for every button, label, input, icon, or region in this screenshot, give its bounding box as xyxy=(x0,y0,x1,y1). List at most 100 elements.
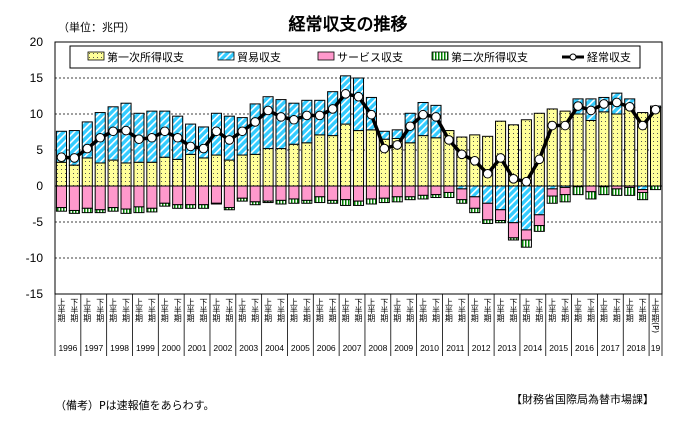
x-tick-label: 上半期 xyxy=(83,298,92,323)
current-account-point xyxy=(353,91,364,102)
bar-primary xyxy=(68,164,80,187)
bar-service xyxy=(197,185,210,206)
legend-label-primary: 第一次所得収支 xyxy=(107,50,184,64)
bar-service xyxy=(301,185,313,201)
bar-service xyxy=(456,188,468,201)
current-account-point xyxy=(560,120,570,131)
x-tick-label: 下半期 xyxy=(457,298,466,323)
x-tick-label: 上半期 xyxy=(212,298,221,323)
current-account-point xyxy=(534,154,545,165)
current-account-point xyxy=(431,112,441,122)
bar-service xyxy=(365,185,377,200)
bar-primary xyxy=(236,154,248,187)
bar-secondary xyxy=(443,191,455,199)
bar-primary xyxy=(210,154,222,187)
bar-primary xyxy=(598,111,610,187)
bar-primary xyxy=(456,136,468,187)
bar-primary xyxy=(107,159,119,187)
x-tick-label: 下半期 xyxy=(96,298,105,323)
bar-secondary xyxy=(146,207,158,213)
x-tick-label: 上半期 xyxy=(625,298,634,323)
bar-secondary xyxy=(288,198,300,204)
bar-primary xyxy=(301,142,313,187)
bar-secondary xyxy=(365,198,377,205)
x-tick-label: 上半期 xyxy=(470,298,479,323)
year-label: 2007 xyxy=(343,343,362,353)
bar-service xyxy=(68,185,80,211)
bar-trade xyxy=(301,99,313,144)
bar-secondary xyxy=(585,191,597,200)
year-label: 2004 xyxy=(265,343,284,353)
x-tick-label: 下半期 xyxy=(251,298,260,323)
bar-service xyxy=(314,185,326,198)
year-label: 2012 xyxy=(472,343,491,353)
x-tick-label: 下半期 xyxy=(354,298,363,323)
current-account-point xyxy=(134,134,144,144)
bar-primary xyxy=(572,113,584,187)
current-account-point xyxy=(250,117,260,127)
bar-secondary xyxy=(314,196,326,204)
bar-secondary xyxy=(68,209,80,214)
bar-secondary xyxy=(559,194,571,203)
x-tick-label: 下半期 xyxy=(122,298,131,323)
current-account-point xyxy=(276,112,286,122)
x-tick-label: 上半期 xyxy=(160,298,169,323)
x-tick-label: 下半期 xyxy=(173,298,182,323)
bar-trade xyxy=(391,129,403,139)
bar-service xyxy=(546,188,558,197)
y-tick-label: -5 xyxy=(32,215,43,229)
bar-trade xyxy=(236,117,248,156)
bar-secondary xyxy=(340,199,352,206)
bar-secondary xyxy=(469,207,481,214)
bar-secondary xyxy=(223,207,235,211)
bar-service xyxy=(482,202,494,221)
bar-primary xyxy=(624,107,636,187)
unit-label: （単位：兆円） xyxy=(58,21,135,34)
year-label: 2013 xyxy=(498,343,517,353)
x-tick-label: 上半期 xyxy=(109,298,118,323)
bar-trade xyxy=(482,185,494,204)
x-tick-label: 下半期 xyxy=(199,298,208,323)
bar-trade xyxy=(469,185,481,198)
x-tick-label: 上半期 xyxy=(444,298,453,323)
bar-secondary xyxy=(159,202,171,207)
current-account-point xyxy=(302,110,312,121)
bar-service xyxy=(443,185,455,193)
bar-primary xyxy=(55,161,67,187)
legend-swatch-primary xyxy=(87,51,105,61)
year-label: 2000 xyxy=(162,343,181,353)
current-account-point xyxy=(211,126,222,137)
bar-service xyxy=(404,185,416,198)
year-label: 2014 xyxy=(523,343,542,353)
bar-service xyxy=(249,185,261,203)
year-label: 19 xyxy=(651,343,661,353)
bar-primary xyxy=(249,153,261,187)
x-tick-label: 下半期 xyxy=(509,298,518,323)
y-tick-label: 20 xyxy=(30,35,44,49)
year-label: 2015 xyxy=(549,343,568,353)
bar-primary xyxy=(146,161,158,187)
year-label: 2003 xyxy=(239,343,258,353)
bar-trade xyxy=(185,123,197,155)
year-label: 2002 xyxy=(213,343,232,353)
current-account-point xyxy=(573,101,583,111)
x-tick-label: 上半期 xyxy=(548,298,557,323)
bar-secondary xyxy=(637,191,649,201)
bar-service xyxy=(146,185,158,209)
bar-secondary xyxy=(533,225,545,232)
bar-secondary xyxy=(327,199,339,204)
bar-primary xyxy=(94,162,106,187)
x-tick-label: 上半期 xyxy=(315,298,324,323)
year-label: 1997 xyxy=(84,343,103,353)
bar-secondary xyxy=(249,201,261,206)
bar-primary xyxy=(223,159,235,187)
bar-secondary xyxy=(404,196,416,201)
bar-primary xyxy=(650,107,662,187)
bar-secondary xyxy=(572,186,584,196)
bar-trade xyxy=(507,185,520,224)
bar-secondary xyxy=(107,207,119,212)
current-account-point xyxy=(224,135,235,145)
bar-primary xyxy=(197,157,210,187)
x-tick-label: 下半期 xyxy=(586,298,595,323)
bar-secondary xyxy=(546,195,558,204)
